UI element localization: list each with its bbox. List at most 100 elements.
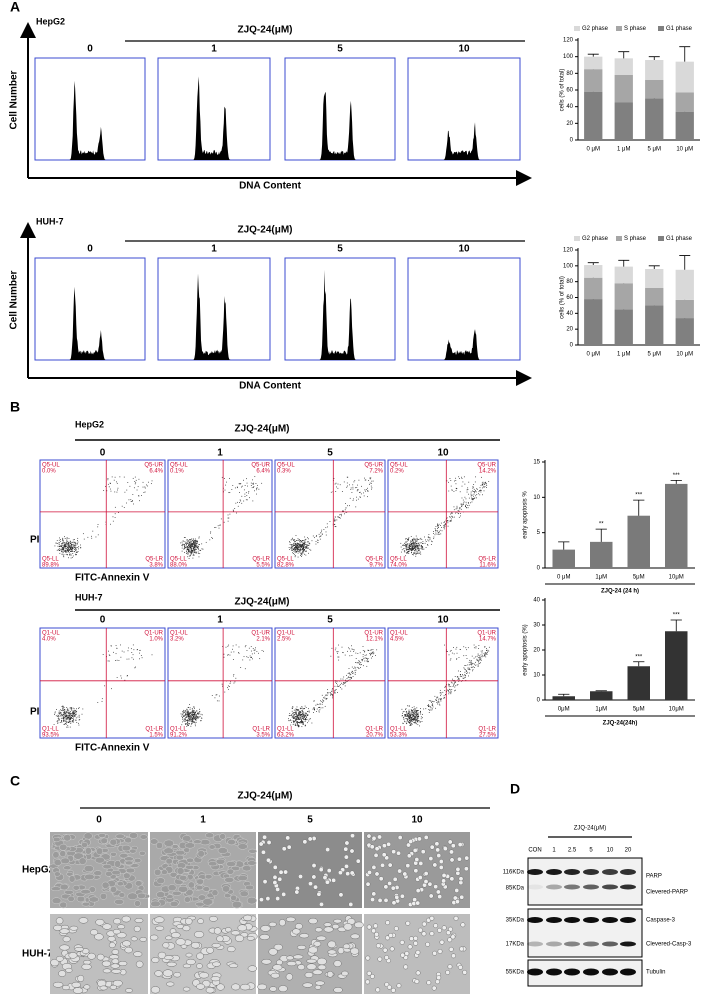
- cell: [111, 869, 121, 876]
- dot: [476, 655, 478, 657]
- dot: [481, 476, 482, 478]
- dot: [456, 488, 458, 490]
- dot: [338, 516, 340, 518]
- dot: [464, 675, 466, 677]
- dot: [65, 715, 67, 717]
- dot: [327, 689, 329, 691]
- dot: [189, 548, 191, 550]
- dot: [408, 538, 409, 540]
- cell: [333, 960, 342, 968]
- dot: [301, 544, 303, 545]
- dot: [488, 480, 490, 482]
- dot: [68, 548, 69, 549]
- error-bar: [648, 56, 660, 60]
- dot: [419, 712, 421, 714]
- cell: [394, 894, 400, 900]
- dot: [307, 547, 309, 549]
- bar: [590, 541, 613, 568]
- dot: [299, 544, 301, 546]
- dot: [422, 541, 424, 543]
- dot: [449, 478, 451, 479]
- dot: [185, 716, 186, 718]
- dot: [454, 690, 455, 692]
- cell: [58, 970, 67, 977]
- dot: [314, 708, 316, 710]
- quadrant-name: Q5-UL: [170, 463, 188, 469]
- dot: [243, 479, 244, 481]
- error-bar: [618, 259, 630, 267]
- dot: [309, 548, 311, 550]
- dot: [70, 542, 72, 544]
- cell: [308, 946, 318, 954]
- dot: [181, 718, 183, 720]
- dot: [411, 723, 413, 725]
- dot: [326, 698, 327, 700]
- dot: [256, 487, 258, 489]
- dot: [65, 713, 67, 714]
- bar-segment: [645, 80, 664, 99]
- cell: [431, 985, 437, 991]
- dot: [59, 721, 61, 723]
- cell: [76, 895, 86, 903]
- dot: [198, 536, 200, 538]
- dot: [365, 654, 367, 656]
- cell: [129, 848, 137, 854]
- dot: [183, 720, 185, 722]
- dot: [333, 518, 335, 520]
- dot: [409, 718, 411, 719]
- cell: [297, 964, 305, 971]
- dot: [288, 547, 290, 548]
- dose: 10: [458, 44, 470, 55]
- dot: [417, 538, 418, 540]
- dot: [347, 677, 349, 678]
- dot: [342, 684, 344, 686]
- dot: [132, 494, 134, 495]
- cell: [166, 981, 175, 987]
- dot: [295, 711, 297, 713]
- dot: [300, 549, 302, 551]
- dot: [450, 681, 452, 683]
- histogram-frame: [407, 57, 521, 161]
- dot: [56, 716, 58, 717]
- dot: [407, 538, 409, 540]
- dot: [419, 547, 421, 549]
- dot: [67, 717, 68, 719]
- quadrant-value: 91.2%: [170, 733, 188, 739]
- dot: [191, 708, 193, 709]
- dot: [404, 720, 405, 722]
- dot: [402, 722, 404, 724]
- cell: [273, 943, 283, 951]
- dot: [300, 708, 302, 710]
- cell: [184, 842, 196, 849]
- dot: [487, 651, 488, 653]
- x-tick-label: 5 μM: [648, 352, 661, 358]
- dot: [190, 718, 192, 720]
- dot: [303, 722, 304, 724]
- cell: [449, 876, 455, 882]
- dot: [67, 714, 69, 716]
- cell: [108, 942, 116, 949]
- dot: [196, 710, 198, 712]
- cell: [436, 975, 442, 981]
- dot: [62, 543, 64, 544]
- dot: [439, 704, 441, 706]
- dot: [409, 722, 411, 724]
- bar-segment: [675, 299, 694, 319]
- quadrant-value: 2.1%: [256, 637, 270, 643]
- dot: [192, 550, 194, 551]
- dot: [292, 540, 294, 541]
- bar-segment: [584, 56, 603, 70]
- band: [546, 884, 562, 890]
- band: [620, 968, 636, 976]
- cell: [463, 866, 469, 872]
- dot: [108, 650, 109, 652]
- dot: [67, 545, 69, 547]
- dot: [416, 716, 418, 717]
- dot: [346, 482, 348, 484]
- dot: [339, 514, 341, 516]
- dot: [303, 546, 305, 548]
- cell: [312, 969, 323, 975]
- histogram: [436, 122, 489, 160]
- dot: [195, 539, 197, 541]
- dot: [132, 477, 134, 479]
